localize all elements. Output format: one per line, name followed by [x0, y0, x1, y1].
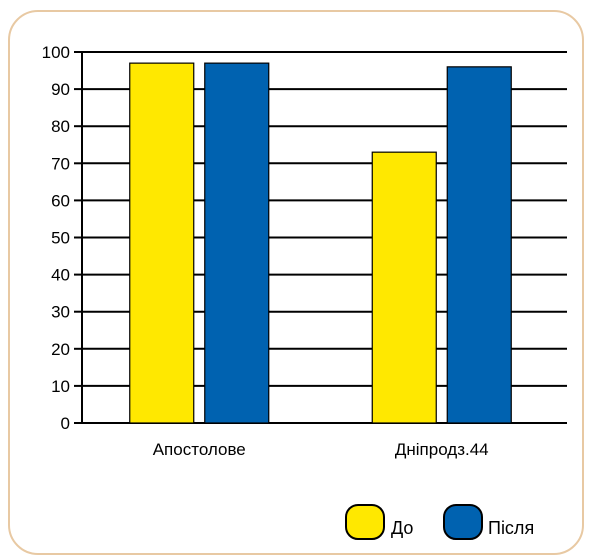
bars — [129, 62, 512, 424]
x-category-labels: Апостолове Дніпродз.44 — [153, 440, 489, 459]
y-tick-label: 10 — [51, 377, 70, 396]
y-tick-label: 50 — [51, 229, 70, 248]
y-tick-label: 80 — [51, 117, 70, 136]
legend-label-1: Після — [488, 518, 534, 538]
y-tick-label: 70 — [51, 154, 70, 173]
y-tick-label: 40 — [51, 266, 70, 285]
y-tick-label: 90 — [51, 80, 70, 99]
bar-do-1 — [371, 151, 437, 424]
y-tick-label: 100 — [42, 43, 70, 62]
x-category-label: Дніпродз.44 — [395, 440, 489, 459]
legend: До Після — [345, 504, 534, 540]
axes — [74, 51, 83, 424]
bar-do-0 — [129, 62, 195, 424]
bar-pislia-1 — [446, 66, 512, 424]
y-tick-label: 60 — [51, 191, 70, 210]
legend-swatch-1 — [443, 504, 483, 540]
y-tick-label: 20 — [51, 340, 70, 359]
legend-swatch-0 — [345, 504, 385, 540]
y-tick-label: 30 — [51, 303, 70, 322]
x-category-label: Апостолове — [153, 440, 246, 459]
y-tick-label: 0 — [61, 414, 70, 433]
bar-pislia-0 — [204, 62, 270, 424]
legend-label-0: До — [391, 518, 413, 538]
y-tick-labels: 0 10 20 30 40 50 60 70 80 90 100 — [42, 43, 70, 433]
